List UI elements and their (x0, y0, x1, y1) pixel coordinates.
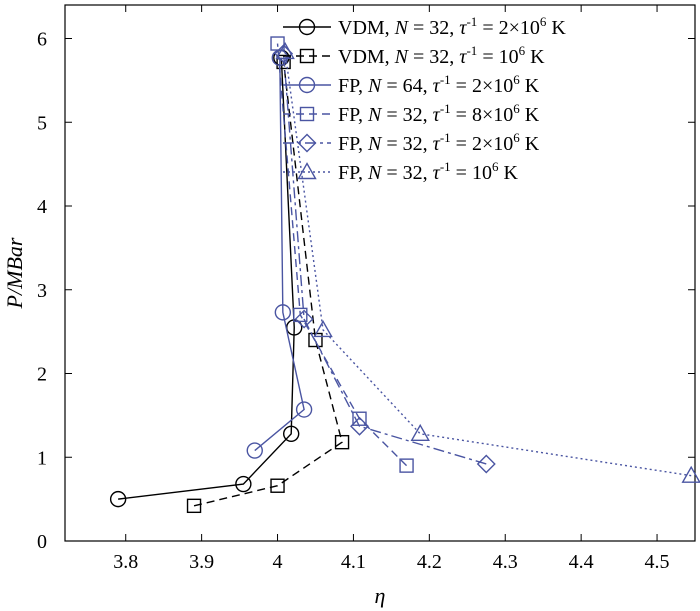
x-tick-label: 4.4 (569, 551, 594, 573)
series-line (284, 51, 692, 477)
legend-item: FP, N = 32, τ-1 = 106 K (283, 159, 518, 184)
legend-item: FP, N = 32, τ-1 = 8×106 K (283, 101, 540, 126)
plot-frame (64, 4, 696, 542)
data-point (681, 465, 700, 483)
legend-item: VDM, N = 32, τ-1 = 2×106 K (283, 14, 566, 39)
data-point (295, 401, 313, 418)
series-line (276, 43, 408, 467)
data-point (270, 478, 285, 493)
data-point (410, 423, 430, 441)
series-line (282, 53, 487, 465)
legend-label: VDM, N = 32, τ-1 = 106 K (338, 43, 545, 68)
data-point (294, 309, 314, 329)
legend-label: VDM, N = 32, τ-1 = 2×106 K (338, 14, 566, 39)
series-line (254, 57, 305, 452)
data-point (334, 434, 350, 450)
y-tick-label: 4 (37, 196, 47, 218)
data-point (293, 307, 308, 323)
y-tick-label: 5 (37, 112, 47, 134)
x-tick-label: 4 (273, 551, 283, 573)
series-1 (186, 54, 350, 514)
x-tick-label: 4.5 (645, 551, 670, 573)
legend-item: FP, N = 32, τ-1 = 2×106 K (283, 130, 540, 155)
data-point (274, 304, 292, 321)
x-tick-label: 3.8 (113, 551, 138, 573)
x-tick-label: 4.2 (417, 551, 442, 573)
legend-item: VDM, N = 32, τ-1 = 106 K (283, 43, 545, 68)
legend-marker (299, 48, 315, 64)
y-axis-label: P/MBar (2, 237, 27, 309)
legend-marker (297, 162, 317, 180)
data-point (350, 416, 369, 436)
data-point (399, 458, 414, 473)
legend-marker (297, 133, 317, 153)
y-tick-label: 6 (37, 29, 47, 51)
series-2 (246, 49, 313, 459)
y-tick-label: 0 (37, 531, 47, 553)
series-line (193, 61, 343, 507)
legend-marker (299, 106, 315, 122)
legend-label: FP, N = 32, τ-1 = 106 K (338, 159, 518, 184)
data-point (275, 41, 295, 60)
data-point (186, 498, 202, 514)
data-point (313, 320, 333, 338)
series-0 (109, 49, 303, 508)
x-tick-label: 4.3 (493, 551, 518, 573)
series-5 (275, 41, 700, 483)
data-point (246, 442, 263, 459)
legend-item: FP, N = 64, τ-1 = 2×106 K (283, 72, 540, 97)
data-point (109, 490, 127, 508)
data-point (270, 36, 285, 51)
legend-label: FP, N = 32, τ-1 = 8×106 K (338, 101, 540, 126)
y-tick-label: 1 (37, 447, 47, 469)
legend-label: FP, N = 32, τ-1 = 2×106 K (338, 130, 540, 155)
y-tick-label: 3 (37, 280, 47, 302)
data-point (235, 475, 252, 493)
legend-label: FP, N = 64, τ-1 = 2×106 K (338, 72, 540, 97)
x-tick-label: 4.1 (341, 551, 366, 573)
data-point (282, 425, 300, 442)
y-tick-label: 2 (37, 364, 47, 386)
legend-marker (298, 76, 316, 94)
legend-marker (298, 18, 316, 36)
x-tick-label: 3.9 (189, 551, 214, 573)
x-axis-label: η (375, 583, 386, 608)
series-line (118, 57, 295, 500)
data-point (476, 454, 496, 474)
